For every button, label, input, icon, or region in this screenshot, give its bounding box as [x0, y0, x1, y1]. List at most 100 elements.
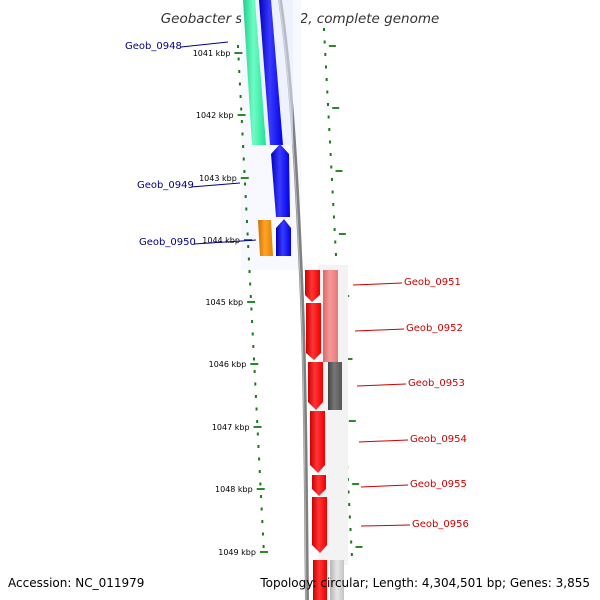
scale-tick-label: 1044 kbp: [202, 236, 240, 245]
right-axis-dot: [348, 503, 351, 506]
left-axis-dot: [260, 495, 263, 498]
gene-features: [243, 0, 348, 600]
scale-tick-label: 1041 kbp: [193, 49, 231, 58]
left-axis-dot: [241, 132, 244, 136]
left-axis-dot: [242, 157, 245, 161]
left-label-leader: [193, 239, 257, 245]
right-axis-dot: [329, 153, 332, 156]
left-axis-dot: [261, 532, 264, 536]
right-axis-dot: [324, 53, 327, 56]
gene-red-3[interactable]: [308, 362, 323, 410]
right-axis-dot: [334, 253, 337, 256]
scale-tick-label: 1043 kbp: [199, 174, 237, 183]
right-gene-label[interactable]: Geob_0956: [412, 519, 469, 530]
left-axis-dot: [242, 145, 245, 148]
gene-labels: Geob_0948 Geob_0949 Geob_0950 Geob_0951 Geob…: [125, 41, 469, 530]
left-axis-dot: [258, 457, 261, 461]
right-axis-dot: [348, 515, 351, 519]
left-axis-dot: [257, 445, 260, 448]
gene-blue-1[interactable]: [259, 0, 283, 145]
right-axis-dot: [328, 140, 331, 144]
left-axis-dot: [240, 120, 243, 123]
right-axis-dot: [324, 65, 327, 69]
scale-tick-mark: [237, 114, 246, 116]
gene-blue-3[interactable]: [276, 219, 291, 256]
right-gene-label[interactable]: Geob_0955: [410, 479, 467, 490]
gene-geob-0950[interactable]: [258, 220, 273, 256]
right-gene-label[interactable]: Geob_0952: [406, 323, 463, 334]
scale-tick-mark: [240, 177, 249, 179]
gene-pink[interactable]: [323, 270, 338, 362]
left-gene-label[interactable]: Geob_0948: [125, 41, 182, 52]
gene-red-bottom[interactable]: [313, 560, 327, 600]
gene-red-5[interactable]: [312, 475, 326, 496]
right-axis-dot: [326, 90, 329, 94]
left-axis-dot: [256, 432, 259, 436]
gene-red-2[interactable]: [306, 303, 321, 360]
scale-tick-mark: [256, 488, 265, 490]
right-gene-label[interactable]: Geob_0953: [408, 378, 465, 389]
right-axis-dot: [331, 190, 334, 194]
right-axis-dot: [332, 203, 335, 206]
left-axis-dot: [240, 107, 243, 111]
right-axis-dot: [323, 28, 325, 31]
right-label-leader: [352, 282, 403, 286]
right-axis-dot: [347, 490, 350, 494]
genome-summary-text: Topology: circular; Length: 4,304,501 bp…: [260, 576, 590, 590]
left-axis-dot: [237, 57, 240, 61]
right-gene-label[interactable]: Geob_0954: [410, 434, 467, 445]
right-axis-tick: [332, 107, 340, 109]
left-axis-dot: [248, 270, 251, 273]
right-label-leader: [354, 328, 405, 332]
left-axis-dot: [260, 507, 263, 511]
scale-tick-label: 1045 kbp: [205, 298, 243, 307]
gene-dark[interactable]: [328, 362, 342, 410]
right-axis-tick: [328, 45, 336, 47]
gene-geob-0948[interactable]: [243, 0, 266, 145]
scale-tick-mark: [253, 426, 262, 428]
right-gene-label[interactable]: Geob_0951: [404, 277, 461, 288]
right-label-leader: [360, 484, 409, 488]
right-axis-dot: [326, 103, 329, 106]
right-label-leader: [358, 439, 409, 443]
left-axis-dot: [247, 245, 250, 248]
left-gene-label[interactable]: Geob_0950: [139, 237, 196, 248]
scale-tick-label: 1048 kbp: [215, 485, 253, 494]
left-axis-dot: [245, 220, 248, 223]
right-axis-dot: [333, 228, 336, 231]
right-axis-dot: [328, 128, 331, 131]
right-axis-tick: [355, 546, 363, 548]
right-axis-dot: [350, 540, 353, 544]
gene-gray-bottom[interactable]: [330, 560, 344, 600]
left-axis-dot: [261, 520, 264, 523]
left-axis-dot: [238, 82, 241, 86]
left-axis-dot: [238, 70, 241, 73]
right-label-leader: [356, 383, 407, 387]
right-axis-dot: [327, 115, 330, 119]
left-axis-dot: [246, 232, 249, 236]
scale-tick-mark: [250, 363, 259, 365]
right-axis-tick: [348, 420, 356, 422]
left-axis-dot: [254, 395, 257, 398]
scale-tick-label: 1047 kbp: [212, 423, 250, 432]
left-axis-dot: [252, 357, 255, 361]
accession-text: Accession: NC_011979: [8, 576, 145, 590]
left-label-leader: [190, 182, 241, 188]
gene-red-6[interactable]: [312, 497, 327, 553]
scale-ticks: 1041 kbp 1042 kbp 1043 kbp 1044 kbp 1045 kbp…: [193, 49, 268, 557]
left-axis-dot: [252, 345, 255, 348]
scale-tick-label: 1049 kbp: [218, 548, 256, 557]
gene-red-1[interactable]: [305, 270, 320, 302]
left-axis-dot: [262, 545, 265, 548]
right-axis-dot: [334, 240, 337, 244]
left-axis-dot: [249, 282, 252, 286]
left-axis-dot: [258, 470, 261, 473]
right-axis-dot: [349, 528, 352, 531]
right-label-leader: [360, 524, 411, 527]
left-axis-dot: [245, 207, 248, 211]
left-axis-dot: [244, 182, 247, 186]
gene-red-4[interactable]: [310, 411, 325, 473]
left-gene-label[interactable]: Geob_0949: [137, 180, 194, 191]
gene-blue-2[interactable]: [271, 144, 290, 217]
